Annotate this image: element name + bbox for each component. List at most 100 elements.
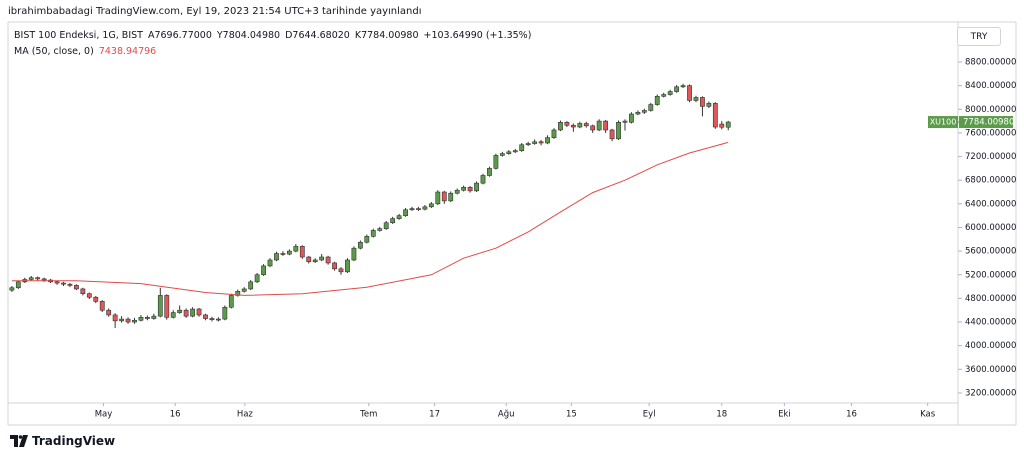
y-tick-label: 6000.00000: [965, 223, 1016, 233]
x-tick-label: Eki: [778, 410, 791, 420]
x-tick-label: 17: [429, 410, 440, 420]
price-badge-label: 7784.00980: [963, 118, 1014, 128]
candle-body: [519, 144, 525, 151]
candle-body: [428, 203, 434, 208]
candle-body: [583, 123, 589, 127]
ma-line: [11, 141, 729, 296]
publish-header: ibrahimbabadagi TradingView.com, Eyl 19,…: [8, 6, 422, 17]
candle-body: [93, 296, 99, 302]
candle-body: [409, 208, 415, 211]
y-tick-label: 3600.00000: [965, 365, 1016, 375]
candle-body: [590, 125, 596, 131]
candle-body: [480, 175, 486, 184]
y-tick-label: 8800.00000: [965, 58, 1016, 68]
candle-body: [719, 123, 725, 128]
x-tick-label: 15: [566, 410, 577, 420]
candle-body: [222, 306, 228, 320]
candle-body: [596, 120, 602, 131]
candle-body: [512, 150, 518, 153]
candle-body: [499, 153, 505, 156]
candle-body: [332, 262, 337, 270]
candle-body: [35, 277, 41, 280]
candle-body: [674, 86, 680, 92]
candle-body: [274, 253, 279, 261]
candle-body: [577, 123, 583, 128]
symbol: BIST 100 Endeksi, 1G, BIST: [14, 30, 143, 41]
candle-body: [267, 259, 273, 267]
candle-body: [538, 141, 544, 144]
candle-body: [525, 143, 531, 146]
y-tick-label: 7600.00000: [965, 128, 1016, 138]
candle-body: [493, 155, 499, 169]
ma-value: 7438.94796: [98, 46, 157, 57]
candle-body: [325, 256, 331, 264]
candle-body: [132, 319, 137, 323]
symbol-badge: [928, 116, 958, 129]
candle-body: [687, 85, 692, 101]
candle-body: [286, 250, 292, 255]
candle-body: [506, 151, 512, 154]
plot-area: [8, 22, 958, 403]
brand: TradingView: [10, 434, 115, 448]
low: D7644.68020: [285, 30, 350, 41]
candle-body: [293, 246, 299, 252]
candle-body: [196, 308, 202, 316]
candle-body: [241, 288, 247, 292]
candle-body: [261, 265, 266, 276]
candle-body: [448, 192, 454, 202]
x-tick-label: 16: [170, 410, 181, 420]
candle-body: [345, 259, 350, 273]
x-tick-label: 18: [716, 410, 727, 420]
currency-button[interactable]: TRY: [957, 27, 1001, 46]
y-tick-label: 5600.00000: [965, 247, 1016, 257]
candle-body: [416, 208, 421, 210]
x-tick-label: Eyl: [643, 410, 656, 420]
candle-body: [54, 281, 60, 284]
candle-body: [228, 295, 234, 308]
high: Y7804.04980: [216, 30, 281, 41]
candle-body: [377, 228, 383, 231]
candle-body: [667, 91, 673, 95]
close: K7784.00980: [354, 30, 419, 41]
brand-icon: [10, 435, 28, 447]
x-tick-label: 16: [846, 410, 857, 420]
change: +103.64990 (+1.35%): [423, 30, 532, 41]
candle-body: [609, 129, 615, 140]
candle-body: [635, 111, 641, 115]
candle-body: [396, 215, 402, 219]
candle-body: [693, 97, 699, 101]
x-tick-label: Kas: [920, 410, 936, 420]
candle-body: [564, 121, 570, 126]
y-tick-label: 8000.00000: [965, 105, 1016, 115]
x-tick-label: Tem: [359, 410, 377, 420]
candle-body: [648, 104, 654, 111]
candle-body: [319, 256, 325, 261]
candle-body: [306, 256, 312, 263]
candle-body: [661, 94, 667, 97]
y-tick-label: 4000.00000: [965, 341, 1016, 351]
candle-body: [364, 236, 370, 243]
candle-body: [106, 309, 112, 316]
candle-body: [441, 191, 447, 202]
open: A7696.77000: [147, 30, 212, 41]
candle-body: [454, 189, 460, 194]
candle-body: [215, 318, 221, 321]
candle-body: [209, 318, 215, 320]
candle-body: [338, 268, 344, 273]
y-tick-label: 7200.00000: [965, 152, 1016, 162]
candle-body: [622, 120, 628, 123]
candle-body: [41, 278, 47, 281]
candle-body: [390, 218, 396, 224]
candle-body: [616, 121, 621, 140]
candle-body: [254, 274, 260, 283]
candle-body: [467, 186, 473, 192]
candle-body: [700, 97, 705, 107]
candle-body: [164, 295, 170, 318]
candle-body: [474, 182, 479, 192]
candle-body: [403, 209, 408, 216]
candle-body: [74, 285, 79, 290]
candle-body: [15, 281, 21, 289]
candle-body: [138, 317, 144, 321]
candle-body: [235, 291, 241, 296]
